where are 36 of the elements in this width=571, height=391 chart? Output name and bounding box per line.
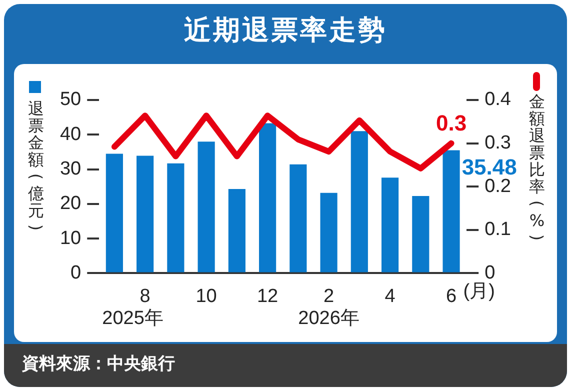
x-axis-title: (月): [463, 280, 495, 302]
x-tick-label: 8: [140, 286, 150, 307]
y-tick-label: 30: [60, 158, 82, 180]
bar: [259, 123, 276, 272]
bar: [136, 156, 154, 272]
y2-tick-label: 0.1: [484, 219, 512, 240]
bar: [442, 150, 460, 272]
y-tick-label: 10: [60, 228, 82, 249]
bar: [412, 196, 430, 272]
y-tick-label: 20: [60, 193, 82, 214]
bar: [228, 189, 246, 272]
bar: [106, 154, 123, 272]
bar: [290, 164, 307, 272]
x-tick-label: 6: [446, 286, 457, 307]
y2-tick-label: 0.3: [484, 132, 512, 154]
y-tick-label: 50: [60, 89, 82, 110]
bar: [320, 192, 338, 272]
y-axis-title: 退票金額(億元): [26, 99, 46, 233]
y-tick-label: 0: [70, 262, 82, 284]
bar: [198, 142, 215, 272]
y-tick-label: 40: [60, 124, 82, 145]
bar: [381, 178, 399, 272]
bar: [350, 131, 368, 272]
source-note: 資料來源：中央銀行: [22, 353, 175, 375]
text: 2026年: [298, 308, 360, 329]
y2-tick-label: 0: [484, 262, 496, 284]
x-tick-label: 2: [324, 286, 334, 307]
x-tick-label: 12: [256, 286, 278, 307]
x-tick-label: 10: [196, 286, 217, 307]
bar: [167, 163, 184, 272]
chart-title: 近期退票率走勢: [183, 14, 388, 48]
text: 金額退票比率(%): [528, 92, 546, 241]
y2-tick-label: 0.4: [484, 89, 512, 110]
data-label: 0.3: [436, 110, 467, 136]
text: 2025年: [102, 308, 164, 329]
x-tick-label: 4: [384, 286, 396, 307]
